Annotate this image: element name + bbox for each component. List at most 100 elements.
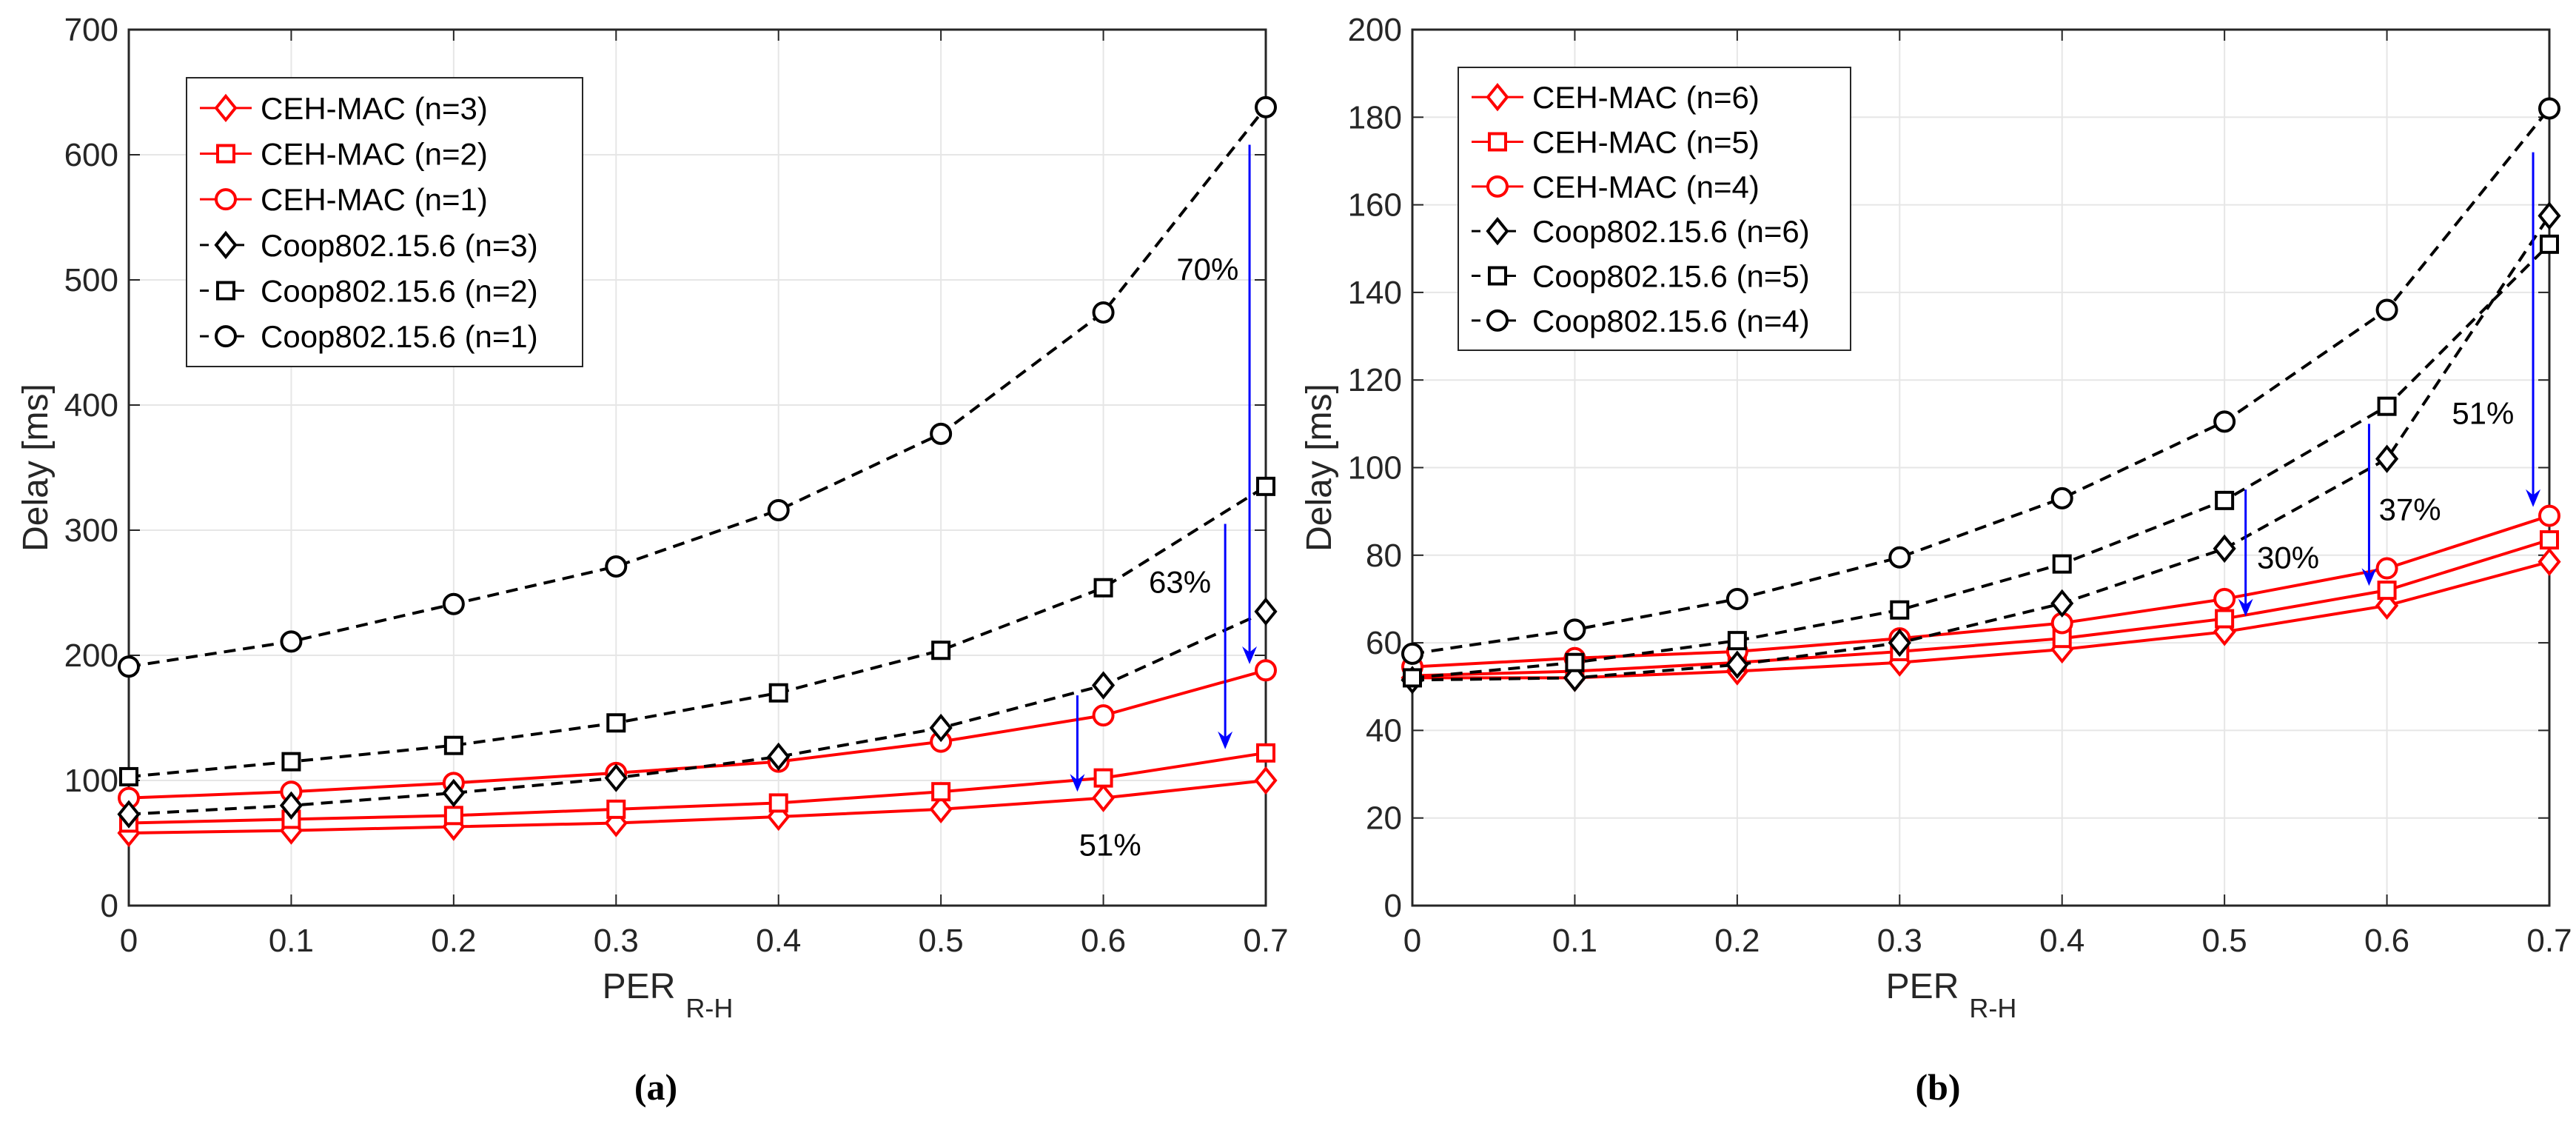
data-point: [2375, 298, 2398, 321]
x-axis-label-main: PER: [1886, 967, 1959, 1006]
series-line: [128, 485, 1267, 778]
legend-box: [1458, 67, 1851, 351]
data-point: [1563, 618, 1586, 641]
data-point: [1401, 642, 1423, 665]
y-tick-label: 40: [1366, 712, 1402, 749]
data-point: [2215, 609, 2235, 629]
series-line: [1412, 514, 2550, 669]
x-axis-label-subscript: R-H: [1969, 993, 2016, 1023]
data-point: [280, 630, 303, 653]
y-tick-label: 700: [64, 12, 118, 48]
y-tick-label: 600: [64, 137, 118, 173]
series-coop802-15-6-n-2-: [119, 476, 1275, 786]
data-point: [768, 683, 788, 703]
legend-diamond-icon: [1486, 82, 1509, 112]
x-tick-label: 0.4: [2039, 923, 2084, 959]
data-point: [931, 782, 951, 802]
data-point: [930, 422, 953, 445]
y-tick-label: 20: [1366, 800, 1402, 837]
x-tick-label: 0.4: [756, 923, 801, 959]
legend-circle-icon: [215, 325, 237, 348]
data-point: [1256, 743, 1275, 763]
data-point: [119, 766, 138, 786]
arrow-head: [1242, 646, 1258, 664]
y-tick-label: 100: [64, 763, 118, 799]
x-axis-label: PER R-H: [1886, 967, 2017, 1023]
y-tick-label: 200: [64, 638, 118, 674]
subfigure-caption: (b): [1915, 1066, 1960, 1108]
arrow-head: [2361, 568, 2377, 586]
series-line: [1412, 560, 2550, 680]
arrow-head: [1070, 774, 1085, 792]
data-point: [1725, 650, 1749, 679]
data-point: [2377, 581, 2397, 601]
data-point: [604, 763, 628, 792]
data-point: [2050, 589, 2074, 618]
y-axis-label: Delay [ms]: [1300, 384, 1339, 552]
legend-diamond-icon: [1486, 216, 1509, 246]
data-point: [443, 735, 463, 755]
y-tick-label: 80: [1366, 538, 1402, 574]
annotation-label: 63%: [1149, 565, 1211, 600]
x-tick-label: 0.7: [1243, 923, 1288, 959]
x-tick-label: 0.6: [2364, 923, 2409, 959]
y-tick-label: 500: [64, 262, 118, 298]
data-point: [767, 742, 791, 772]
y-tick-label: 300: [64, 512, 118, 549]
data-point: [2213, 410, 2236, 433]
data-point: [1091, 783, 1116, 812]
data-point: [1254, 597, 1278, 626]
data-point: [1254, 766, 1278, 795]
data-point: [1255, 96, 1277, 118]
legend-circle-icon: [215, 188, 237, 211]
data-point: [1725, 587, 1748, 610]
legend-label: CEH-MAC (n=4): [1532, 170, 1760, 204]
data-point: [2540, 530, 2559, 550]
legend-label: CEH-MAC (n=6): [1532, 80, 1760, 115]
data-point: [442, 592, 465, 615]
data-point: [2375, 557, 2398, 580]
x-tick-label: 0.6: [1081, 923, 1126, 959]
data-point: [605, 555, 628, 578]
series-line: [1412, 107, 2551, 655]
data-point: [2050, 486, 2073, 509]
series-line: [1412, 243, 2551, 680]
legend-label: CEH-MAC (n=2): [261, 137, 488, 172]
x-tick-label: 0.3: [1877, 923, 1922, 959]
data-point: [606, 799, 626, 819]
series-line: [1412, 538, 2550, 678]
legend-circle-icon: [1486, 309, 1509, 332]
series-coop802-15-6-n-1-: [118, 96, 1277, 678]
data-point: [931, 641, 951, 661]
legend-label: Coop802.15.6 (n=3): [261, 228, 538, 263]
y-axis-label: Delay [ms]: [16, 384, 56, 552]
y-tick-label: 400: [64, 387, 118, 424]
data-point: [2377, 396, 2397, 416]
legend-box: [186, 77, 583, 367]
legend-circle-icon: [1486, 175, 1509, 198]
annotation-label: 51%: [2452, 395, 2514, 430]
data-point: [2538, 547, 2561, 576]
legend-diamond-icon: [214, 93, 238, 123]
y-tick-label: 100: [1348, 450, 1402, 486]
y-tick-label: 160: [1348, 187, 1402, 224]
x-tick-label: 0.1: [1552, 923, 1597, 959]
annotation-label: 51%: [1079, 827, 1141, 862]
legend: CEH-MAC (n=3) CEH-MAC (n=2) CEH-MAC (n=1) C…: [186, 77, 583, 367]
data-point: [117, 800, 141, 829]
y-tick-label: 0: [101, 888, 118, 924]
data-point: [442, 778, 466, 808]
data-point: [1890, 600, 1910, 620]
legend-square-icon: [1488, 132, 1507, 152]
x-axis-label: PER R-H: [603, 967, 734, 1023]
data-point: [279, 791, 303, 820]
data-point: [1091, 671, 1116, 700]
data-point: [929, 713, 953, 743]
axes-box: [127, 28, 1267, 907]
x-tick-label: 0.2: [431, 923, 476, 959]
x-tick-label: 0.5: [2202, 923, 2247, 959]
data-point: [929, 795, 953, 824]
x-tick-label: 0.1: [269, 923, 314, 959]
arrow-head: [1218, 731, 1233, 749]
